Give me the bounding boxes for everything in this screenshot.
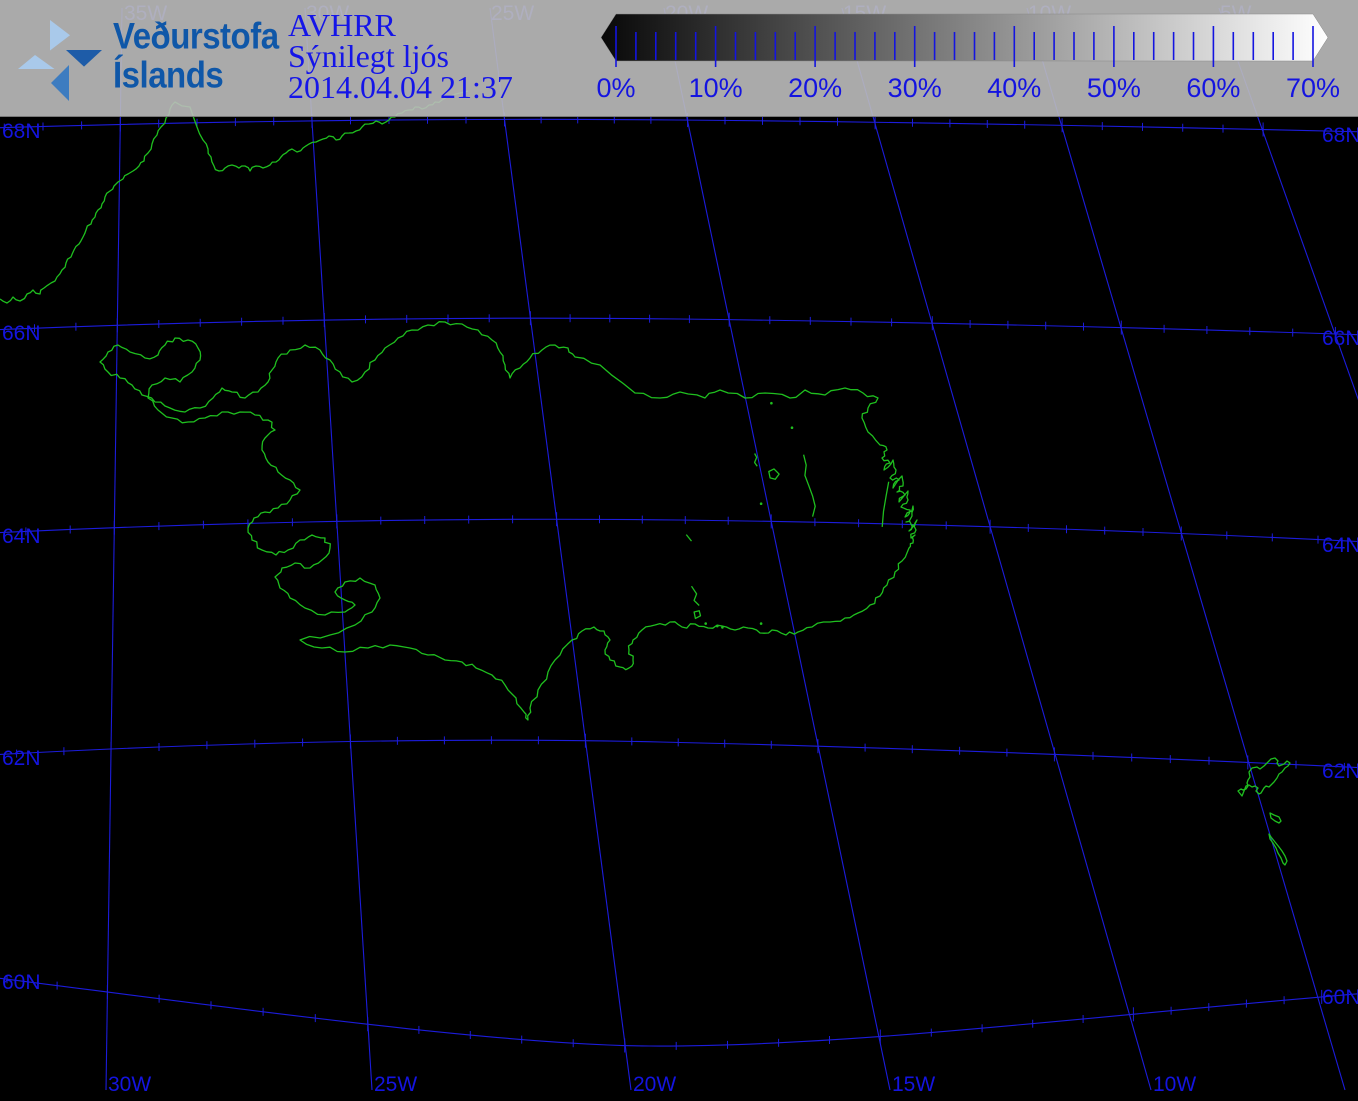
svg-text:0%: 0% — [596, 73, 635, 103]
svg-text:60N: 60N — [1322, 986, 1358, 1009]
svg-text:64N: 64N — [2, 525, 41, 548]
svg-text:62N: 62N — [2, 747, 41, 770]
svg-text:66N: 66N — [1322, 327, 1358, 350]
svg-text:66N: 66N — [2, 322, 41, 345]
svg-text:60N: 60N — [2, 971, 41, 994]
svg-text:68N: 68N — [2, 120, 41, 143]
svg-text:62N: 62N — [1322, 760, 1358, 783]
svg-text:20%: 20% — [788, 73, 842, 103]
svg-text:40%: 40% — [987, 73, 1041, 103]
svg-text:70%: 70% — [1286, 73, 1340, 103]
svg-text:30%: 30% — [888, 73, 942, 103]
svg-text:10%: 10% — [689, 73, 743, 103]
svg-text:68N: 68N — [1322, 124, 1358, 147]
svg-text:64N: 64N — [1322, 534, 1358, 557]
svg-text:25W: 25W — [374, 1073, 417, 1096]
svg-text:60%: 60% — [1186, 73, 1240, 103]
svg-text:50%: 50% — [1087, 73, 1141, 103]
svg-text:10W: 10W — [1153, 1073, 1196, 1096]
svg-text:30W: 30W — [108, 1073, 151, 1096]
svg-text:15W: 15W — [892, 1073, 935, 1096]
svg-text:20W: 20W — [633, 1073, 676, 1096]
